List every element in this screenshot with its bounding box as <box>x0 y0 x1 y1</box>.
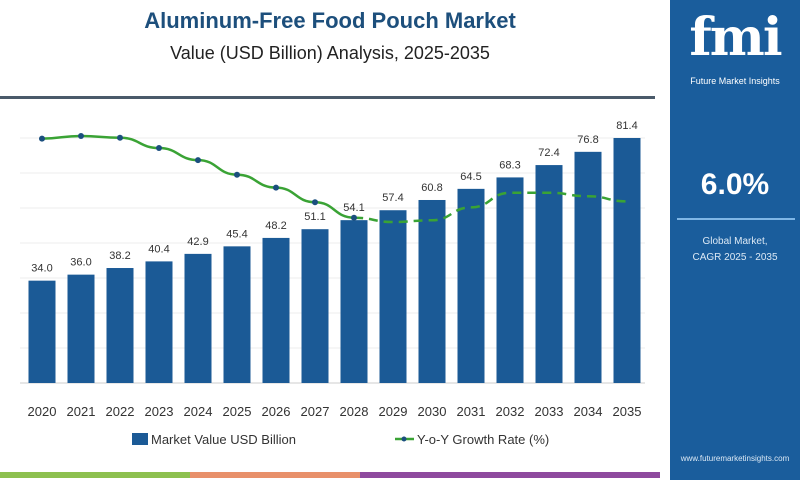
x-tick-2033: 2033 <box>535 404 564 419</box>
x-tick-2023: 2023 <box>145 404 174 419</box>
bar-2032 <box>496 177 524 383</box>
legend-bar-swatch <box>132 433 148 445</box>
website-link[interactable]: www.futuremarketinsights.com <box>680 454 790 463</box>
footer-strip-orange <box>190 472 360 478</box>
legend-bar-label: Market Value USD Billion <box>151 432 296 447</box>
bar-label-2024: 42.9 <box>187 236 208 248</box>
bar-2030 <box>418 199 446 383</box>
growth-point-2021 <box>78 133 84 139</box>
bar-label-2033: 72.4 <box>538 147 559 159</box>
bar-label-2030: 60.8 <box>421 182 442 194</box>
bar-label-2025: 45.4 <box>226 228 247 240</box>
legend: Market Value USD Billion Y-o-Y Growth Ra… <box>132 432 549 447</box>
growth-line-dashed <box>353 191 628 224</box>
bar-2028 <box>340 220 368 383</box>
header-divider <box>0 96 655 99</box>
bar-2027 <box>301 229 329 383</box>
bar-label-2020: 34.0 <box>31 263 52 275</box>
x-tick-2027: 2027 <box>301 404 330 419</box>
bar-label-2034: 76.8 <box>577 134 598 146</box>
bar-label-2031: 64.5 <box>460 171 481 183</box>
cagr-divider <box>677 218 795 220</box>
bar-2026 <box>262 237 290 383</box>
growth-point-2020 <box>39 135 45 142</box>
bar-2034 <box>574 151 602 383</box>
bar-2033 <box>535 165 563 383</box>
x-tick-2029: 2029 <box>379 404 408 419</box>
x-tick-2028: 2028 <box>340 404 369 419</box>
x-tick-2032: 2032 <box>496 404 525 419</box>
legend-line-label: Y-o-Y Growth Rate (%) <box>417 432 549 447</box>
growth-point-2028 <box>351 214 357 221</box>
footer-strip-green <box>0 472 190 478</box>
bar-label-2021: 36.0 <box>70 257 91 269</box>
x-tick-2021: 2021 <box>67 404 96 419</box>
bar-2022 <box>106 268 134 383</box>
bar-label-2032: 68.3 <box>499 159 520 171</box>
bar-2031 <box>457 188 485 383</box>
x-tick-2035: 2035 <box>613 404 642 419</box>
fmi-logo: fmi <box>689 7 782 68</box>
cagr-label-line2: CAGR 2025 - 2035 <box>692 252 778 263</box>
x-tick-2022: 2022 <box>106 404 135 419</box>
bar-2020 <box>28 280 56 383</box>
x-tick-2020: 2020 <box>28 404 57 419</box>
growth-point-2024 <box>195 157 201 164</box>
cagr-label: Global Market, CAGR 2025 - 2035 <box>670 234 800 266</box>
x-tick-2034: 2034 <box>574 404 603 419</box>
x-tick-2030: 2030 <box>418 404 447 419</box>
growth-point-2026 <box>273 184 279 191</box>
bar-2025 <box>223 246 251 383</box>
bar-label-2028: 54.1 <box>343 202 364 214</box>
bar-2029 <box>379 210 407 383</box>
cagr-panel: fmi Future Market Insights 6.0% Global M… <box>670 0 800 480</box>
bar-2035 <box>613 137 641 383</box>
legend-line-marker <box>401 436 407 442</box>
growth-point-2027 <box>312 199 318 206</box>
growth-line-solid <box>41 134 355 219</box>
chart-title: Aluminum-Free Food Pouch Market <box>144 8 516 33</box>
cagr-value: 6.0% <box>700 168 770 201</box>
bar-label-2022: 38.2 <box>109 250 130 262</box>
x-tick-2026: 2026 <box>262 404 291 419</box>
chart-subtitle: Value (USD Billion) Analysis, 2025-2035 <box>170 43 490 63</box>
x-tick-2031: 2031 <box>457 404 486 419</box>
growth-point-2023 <box>156 145 162 152</box>
cagr-label-line1: Global Market, <box>702 236 768 247</box>
logo-caption: Future Market Insights <box>690 76 780 86</box>
bar-label-2026: 48.2 <box>265 220 286 232</box>
bar-label-2027: 51.1 <box>304 211 325 223</box>
growth-point-2025 <box>234 171 240 178</box>
bar-label-2023: 40.4 <box>148 243 169 255</box>
bar-2021 <box>67 274 95 383</box>
growth-point-2022 <box>117 134 123 141</box>
footer-strip-purple <box>360 472 660 478</box>
x-tick-2025: 2025 <box>223 404 252 419</box>
bar-2023 <box>145 261 173 383</box>
bar-2024 <box>184 253 212 383</box>
bar-label-2029: 57.4 <box>382 192 403 204</box>
x-tick-2024: 2024 <box>184 404 213 419</box>
bar-label-2035: 81.4 <box>616 120 637 132</box>
